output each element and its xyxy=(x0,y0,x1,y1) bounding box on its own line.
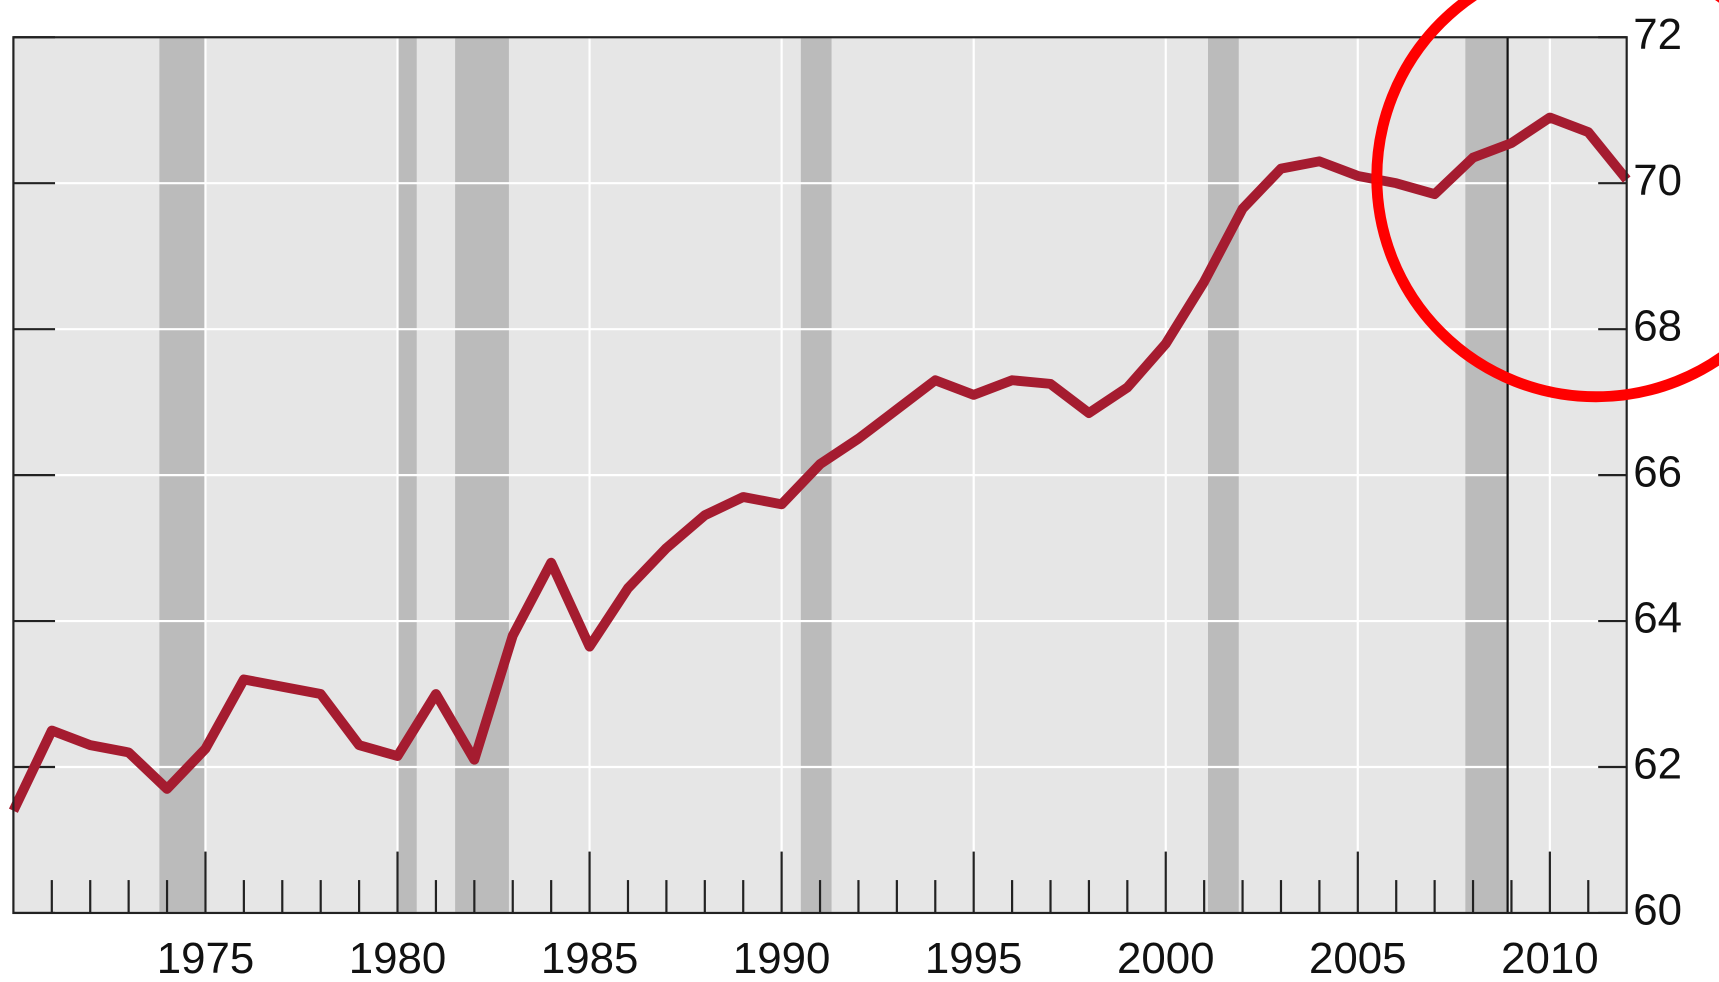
x-tick-label: 1995 xyxy=(925,934,1023,982)
x-tick-label: 2010 xyxy=(1501,934,1599,982)
x-tick-label: 2005 xyxy=(1309,934,1407,982)
plot-frame xyxy=(12,36,1628,915)
y-tick-label: 68 xyxy=(1633,302,1682,351)
y-tick-label: 60 xyxy=(1633,886,1682,935)
y-tick-label: 70 xyxy=(1633,156,1682,205)
x-tick-label: 2000 xyxy=(1117,934,1215,982)
x-tick-label: 1980 xyxy=(349,934,447,982)
data-line xyxy=(8,112,1631,813)
y-tick-label: 66 xyxy=(1633,448,1682,497)
y-tick-label: 62 xyxy=(1633,740,1682,789)
x-tick-label: 1990 xyxy=(733,934,831,982)
x-tick-label: 1975 xyxy=(157,934,255,982)
y-tick-label: 64 xyxy=(1633,594,1682,643)
y-tick-label: 72 xyxy=(1633,10,1682,59)
x-tick-label: 1985 xyxy=(541,934,639,982)
highlight-circle xyxy=(1371,0,1719,403)
